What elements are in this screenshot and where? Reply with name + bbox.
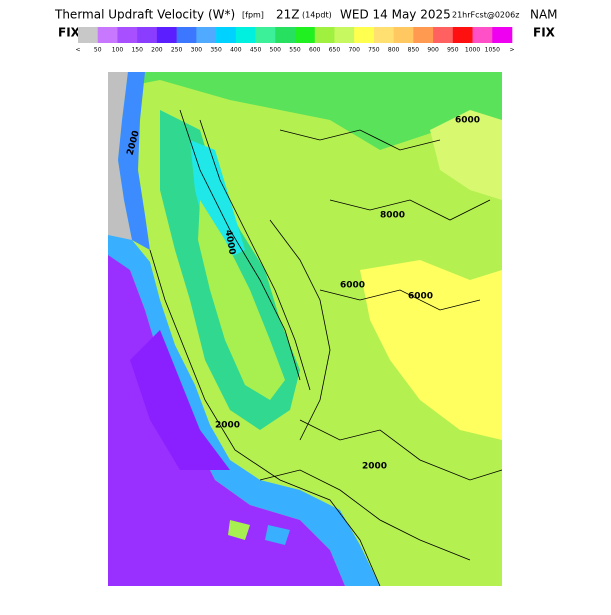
contour — [179, 109, 301, 381]
ocean-deep — [130, 330, 230, 470]
coast-band — [108, 235, 380, 586]
green-north — [108, 72, 502, 150]
legend-label: 50 — [94, 47, 102, 54]
legend-swatch — [334, 27, 355, 43]
legend-swatch — [413, 27, 434, 43]
valley-cyan — [190, 140, 245, 260]
legend-swatch — [117, 27, 138, 43]
contour-label: 4000 — [223, 229, 237, 255]
legend-label: 750 — [368, 47, 380, 54]
title-date: WED 14 May 2025 — [340, 8, 451, 22]
legend-label: 800 — [388, 47, 400, 54]
legend-label: 200 — [151, 47, 163, 54]
contour — [269, 219, 331, 441]
legend-label: 900 — [427, 47, 439, 54]
legend-swatch — [295, 27, 316, 43]
legend-swatch — [354, 27, 375, 43]
contour — [329, 199, 491, 221]
legend-swatch — [176, 27, 197, 43]
title-main: Thermal Updraft Velocity (W*) — [54, 8, 235, 22]
legend-label: 1050 — [485, 47, 500, 54]
legend-swatch — [216, 27, 237, 43]
yellow-east — [360, 260, 502, 440]
fix-right: FIX — [533, 26, 556, 40]
legend-label: < — [75, 47, 80, 54]
legend-label: 450 — [250, 47, 262, 54]
legend-label: 250 — [171, 47, 183, 54]
title-model: NAM — [530, 8, 558, 22]
title-units: [fpm] — [242, 11, 264, 20]
legend: <50 100 150 200 250 300 350 400 450 500 550 600 650 7… — [75, 27, 515, 54]
yellow-north — [430, 110, 502, 200]
title-local-time: (14pdt) — [302, 11, 332, 20]
legend-label: 150 — [131, 47, 143, 54]
contour-label: 6000 — [408, 292, 433, 302]
island — [228, 520, 250, 540]
legend-label: 600 — [309, 47, 321, 54]
legend-swatch — [452, 27, 473, 43]
gray-coast — [108, 72, 132, 250]
title: Thermal Updraft Velocity (W*) [fpm] 21Z … — [54, 8, 558, 22]
coast-blue — [118, 72, 150, 250]
legend-swatch — [137, 27, 158, 43]
legend-label: 950 — [447, 47, 459, 54]
legend-label: 400 — [230, 47, 242, 54]
legend-label: > — [509, 47, 514, 54]
legend-swatch — [393, 27, 414, 43]
contour-label: 8000 — [380, 211, 405, 221]
legend-label: 1000 — [465, 47, 480, 54]
fix-left: FIX — [58, 26, 81, 40]
legend-swatch — [78, 27, 99, 43]
ocean — [108, 255, 345, 586]
legend-label: 700 — [348, 47, 360, 54]
legend-swatch — [255, 27, 276, 43]
legend-label: 850 — [408, 47, 420, 54]
title-forecast: 21hrFcst@0206z — [452, 11, 519, 20]
contour-label: 2000 — [215, 421, 240, 431]
contour — [199, 119, 311, 391]
legend-swatch — [373, 27, 394, 43]
map: 6000 8000 6000 6000 2000 2000 2000 4000 — [108, 72, 503, 587]
contour-label: 6000 — [340, 281, 365, 291]
legend-swatch — [314, 27, 335, 43]
legend-label: 300 — [191, 47, 203, 54]
contour — [279, 129, 441, 151]
legend-label: 500 — [270, 47, 282, 54]
contour-label: 2000 — [362, 462, 387, 472]
legend-swatch — [492, 27, 513, 43]
legend-label: 650 — [329, 47, 341, 54]
legend-swatch — [196, 27, 217, 43]
legend-swatch — [472, 27, 493, 43]
legend-swatch — [275, 27, 296, 43]
legend-swatch — [235, 27, 256, 43]
legend-swatch — [433, 27, 454, 43]
contour — [149, 249, 381, 587]
legend-swatch — [97, 27, 118, 43]
contour — [319, 289, 481, 311]
valley-floor — [198, 200, 285, 400]
title-time: 21Z — [276, 8, 300, 22]
legend-label: 350 — [210, 47, 222, 54]
legend-label: 100 — [112, 47, 124, 54]
legend-swatch — [156, 27, 177, 43]
island — [265, 525, 290, 545]
legend-label: 550 — [289, 47, 301, 54]
contour — [299, 419, 503, 481]
contour-label: 6000 — [455, 116, 480, 126]
contour — [259, 469, 471, 561]
